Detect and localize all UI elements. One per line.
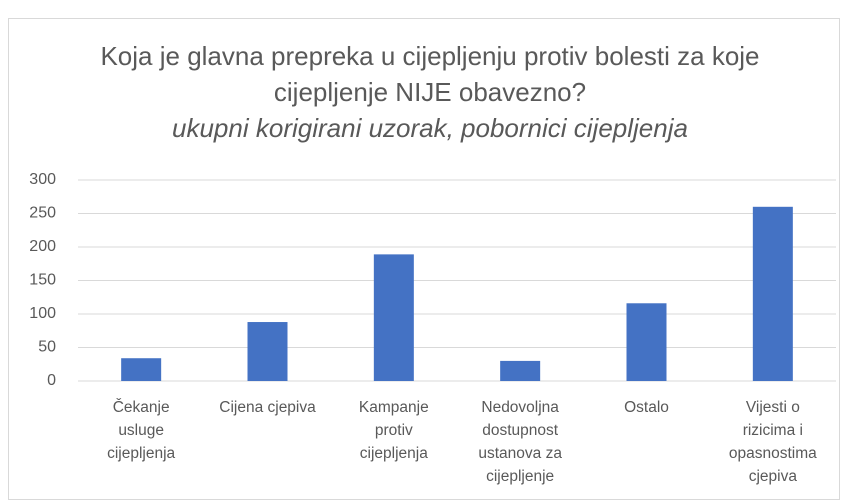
y-tick-label: 300 xyxy=(29,171,56,188)
bar xyxy=(121,358,162,381)
chart-frame xyxy=(8,18,840,500)
x-tick-label: Vijesti o rizicima i opasnostima cjepiva xyxy=(728,399,817,485)
x-tick-label: Ostalo xyxy=(624,399,669,416)
bar xyxy=(752,206,793,381)
x-tick-label: Cijena cjepiva xyxy=(219,399,316,416)
bar xyxy=(373,254,414,381)
y-tick-label: 250 xyxy=(29,205,56,222)
chart-title: Koja je glavna prepreka u cijepljenju pr… xyxy=(100,41,760,107)
y-tick-label: 50 xyxy=(38,339,56,356)
y-tick-label: 200 xyxy=(29,238,56,255)
x-tick-label: Nedovoljna dostupnost ustanova za cijepl… xyxy=(478,399,562,485)
bar xyxy=(247,322,288,381)
x-tick-label: Kampanje protiv cijepljenja xyxy=(358,399,429,462)
y-tick-label: 100 xyxy=(29,305,56,322)
y-tick-label: 0 xyxy=(47,372,56,389)
bar xyxy=(626,303,667,381)
chart-subtitle: ukupni korigirani uzorak, pobornici cije… xyxy=(172,113,688,143)
bar xyxy=(500,360,541,381)
y-tick-label: 150 xyxy=(29,272,56,289)
x-tick-label: Čekanje usluge cijepljenja xyxy=(107,399,176,462)
